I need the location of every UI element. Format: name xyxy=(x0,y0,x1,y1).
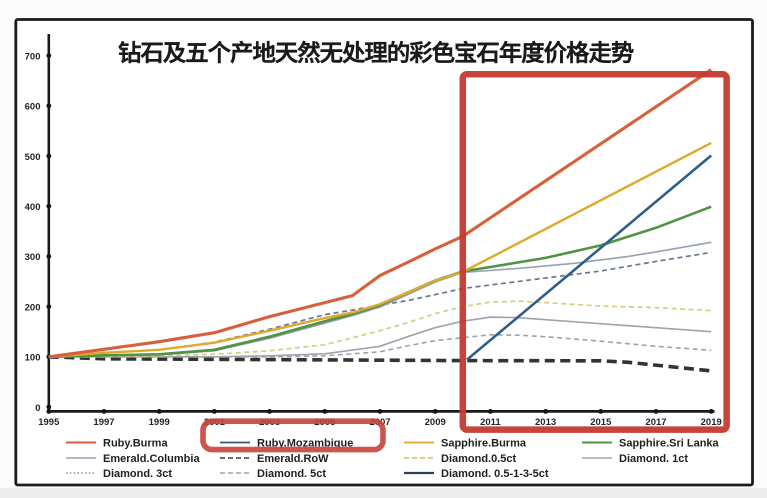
svg-text:200: 200 xyxy=(25,302,41,313)
svg-text:Sapphire.Burma: Sapphire.Burma xyxy=(441,438,527,450)
svg-text:600: 600 xyxy=(25,102,41,113)
svg-text:Diamond. 0.5-1-3-5ct: Diamond. 0.5-1-3-5ct xyxy=(441,468,549,480)
svg-text:Ruby.Mozambique: Ruby.Mozambique xyxy=(257,438,353,450)
svg-text:Ruby.Burma: Ruby.Burma xyxy=(103,438,168,450)
svg-text:100: 100 xyxy=(25,353,41,364)
svg-text:Diamond. 3ct: Diamond. 3ct xyxy=(103,468,172,480)
svg-text:2009: 2009 xyxy=(425,417,446,428)
svg-text:1999: 1999 xyxy=(149,417,170,428)
svg-text:Diamond. 1ct: Diamond. 1ct xyxy=(619,453,688,465)
svg-text:1997: 1997 xyxy=(93,417,114,428)
svg-text:2015: 2015 xyxy=(590,417,612,428)
svg-text:400: 400 xyxy=(25,202,41,213)
svg-text:2019: 2019 xyxy=(701,417,722,428)
svg-text:2013: 2013 xyxy=(535,417,556,428)
svg-text:300: 300 xyxy=(25,252,41,263)
svg-text:Sapphire.Sri Lanka: Sapphire.Sri Lanka xyxy=(619,438,720,450)
svg-text:700: 700 xyxy=(25,51,41,62)
svg-text:2017: 2017 xyxy=(645,417,666,428)
svg-text:500: 500 xyxy=(25,152,41,163)
svg-text:Diamond. 5ct: Diamond. 5ct xyxy=(257,468,326,480)
svg-text:Emerald.RoW: Emerald.RoW xyxy=(257,453,329,465)
svg-text:Emerald.Columbia: Emerald.Columbia xyxy=(103,453,200,465)
svg-text:2011: 2011 xyxy=(480,417,501,428)
svg-text:0: 0 xyxy=(35,403,40,414)
svg-text:1995: 1995 xyxy=(38,417,60,428)
svg-text:Diamond.0.5ct: Diamond.0.5ct xyxy=(441,453,517,465)
